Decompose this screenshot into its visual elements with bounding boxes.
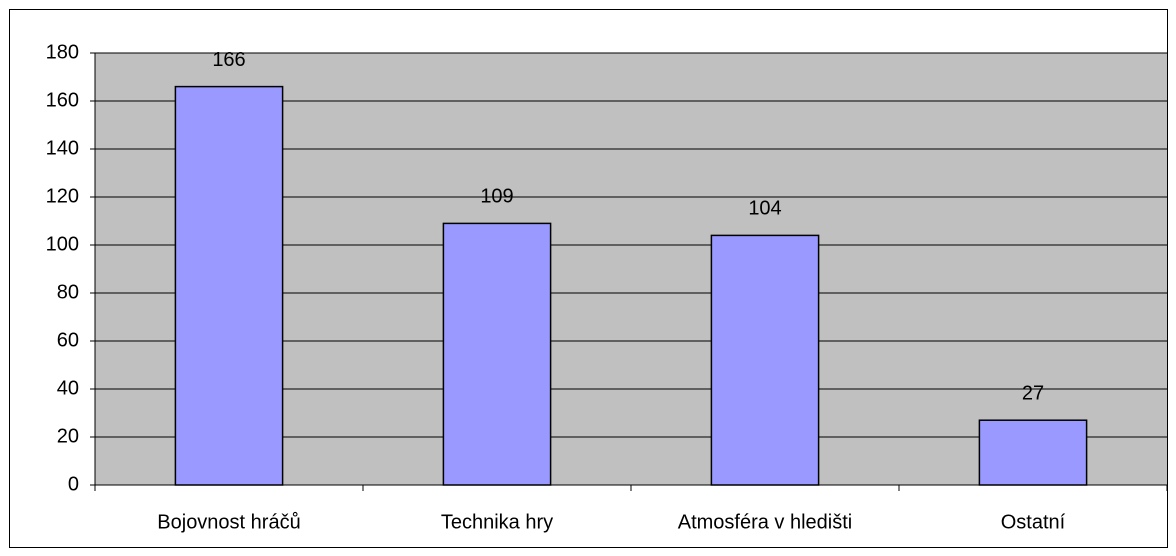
bar (174, 85, 284, 486)
y-tick-label: 60 (57, 329, 79, 351)
data-label: 27 (1022, 382, 1044, 404)
y-tick-label: 120 (46, 185, 79, 207)
x-tick-label: Technika hry (441, 511, 553, 533)
y-tick-label: 160 (46, 89, 79, 111)
y-tick-label: 80 (57, 281, 79, 303)
x-tick-label: Ostatní (1001, 511, 1066, 533)
x-tick-label: Atmosféra v hledišti (678, 511, 853, 533)
bar (442, 222, 552, 486)
bar (710, 234, 820, 486)
x-tick-label: Bojovnost hráčů (157, 511, 300, 533)
y-tick-label: 40 (57, 377, 79, 399)
data-label: 104 (748, 198, 781, 220)
bar (978, 419, 1088, 486)
y-tick-label: 100 (46, 233, 79, 255)
data-label: 109 (480, 186, 513, 208)
y-tick-label: 140 (46, 137, 79, 159)
y-tick-label: 180 (46, 41, 79, 63)
y-tick-label: 0 (68, 473, 79, 495)
data-label: 166 (212, 49, 245, 71)
y-tick-label: 20 (57, 425, 79, 447)
